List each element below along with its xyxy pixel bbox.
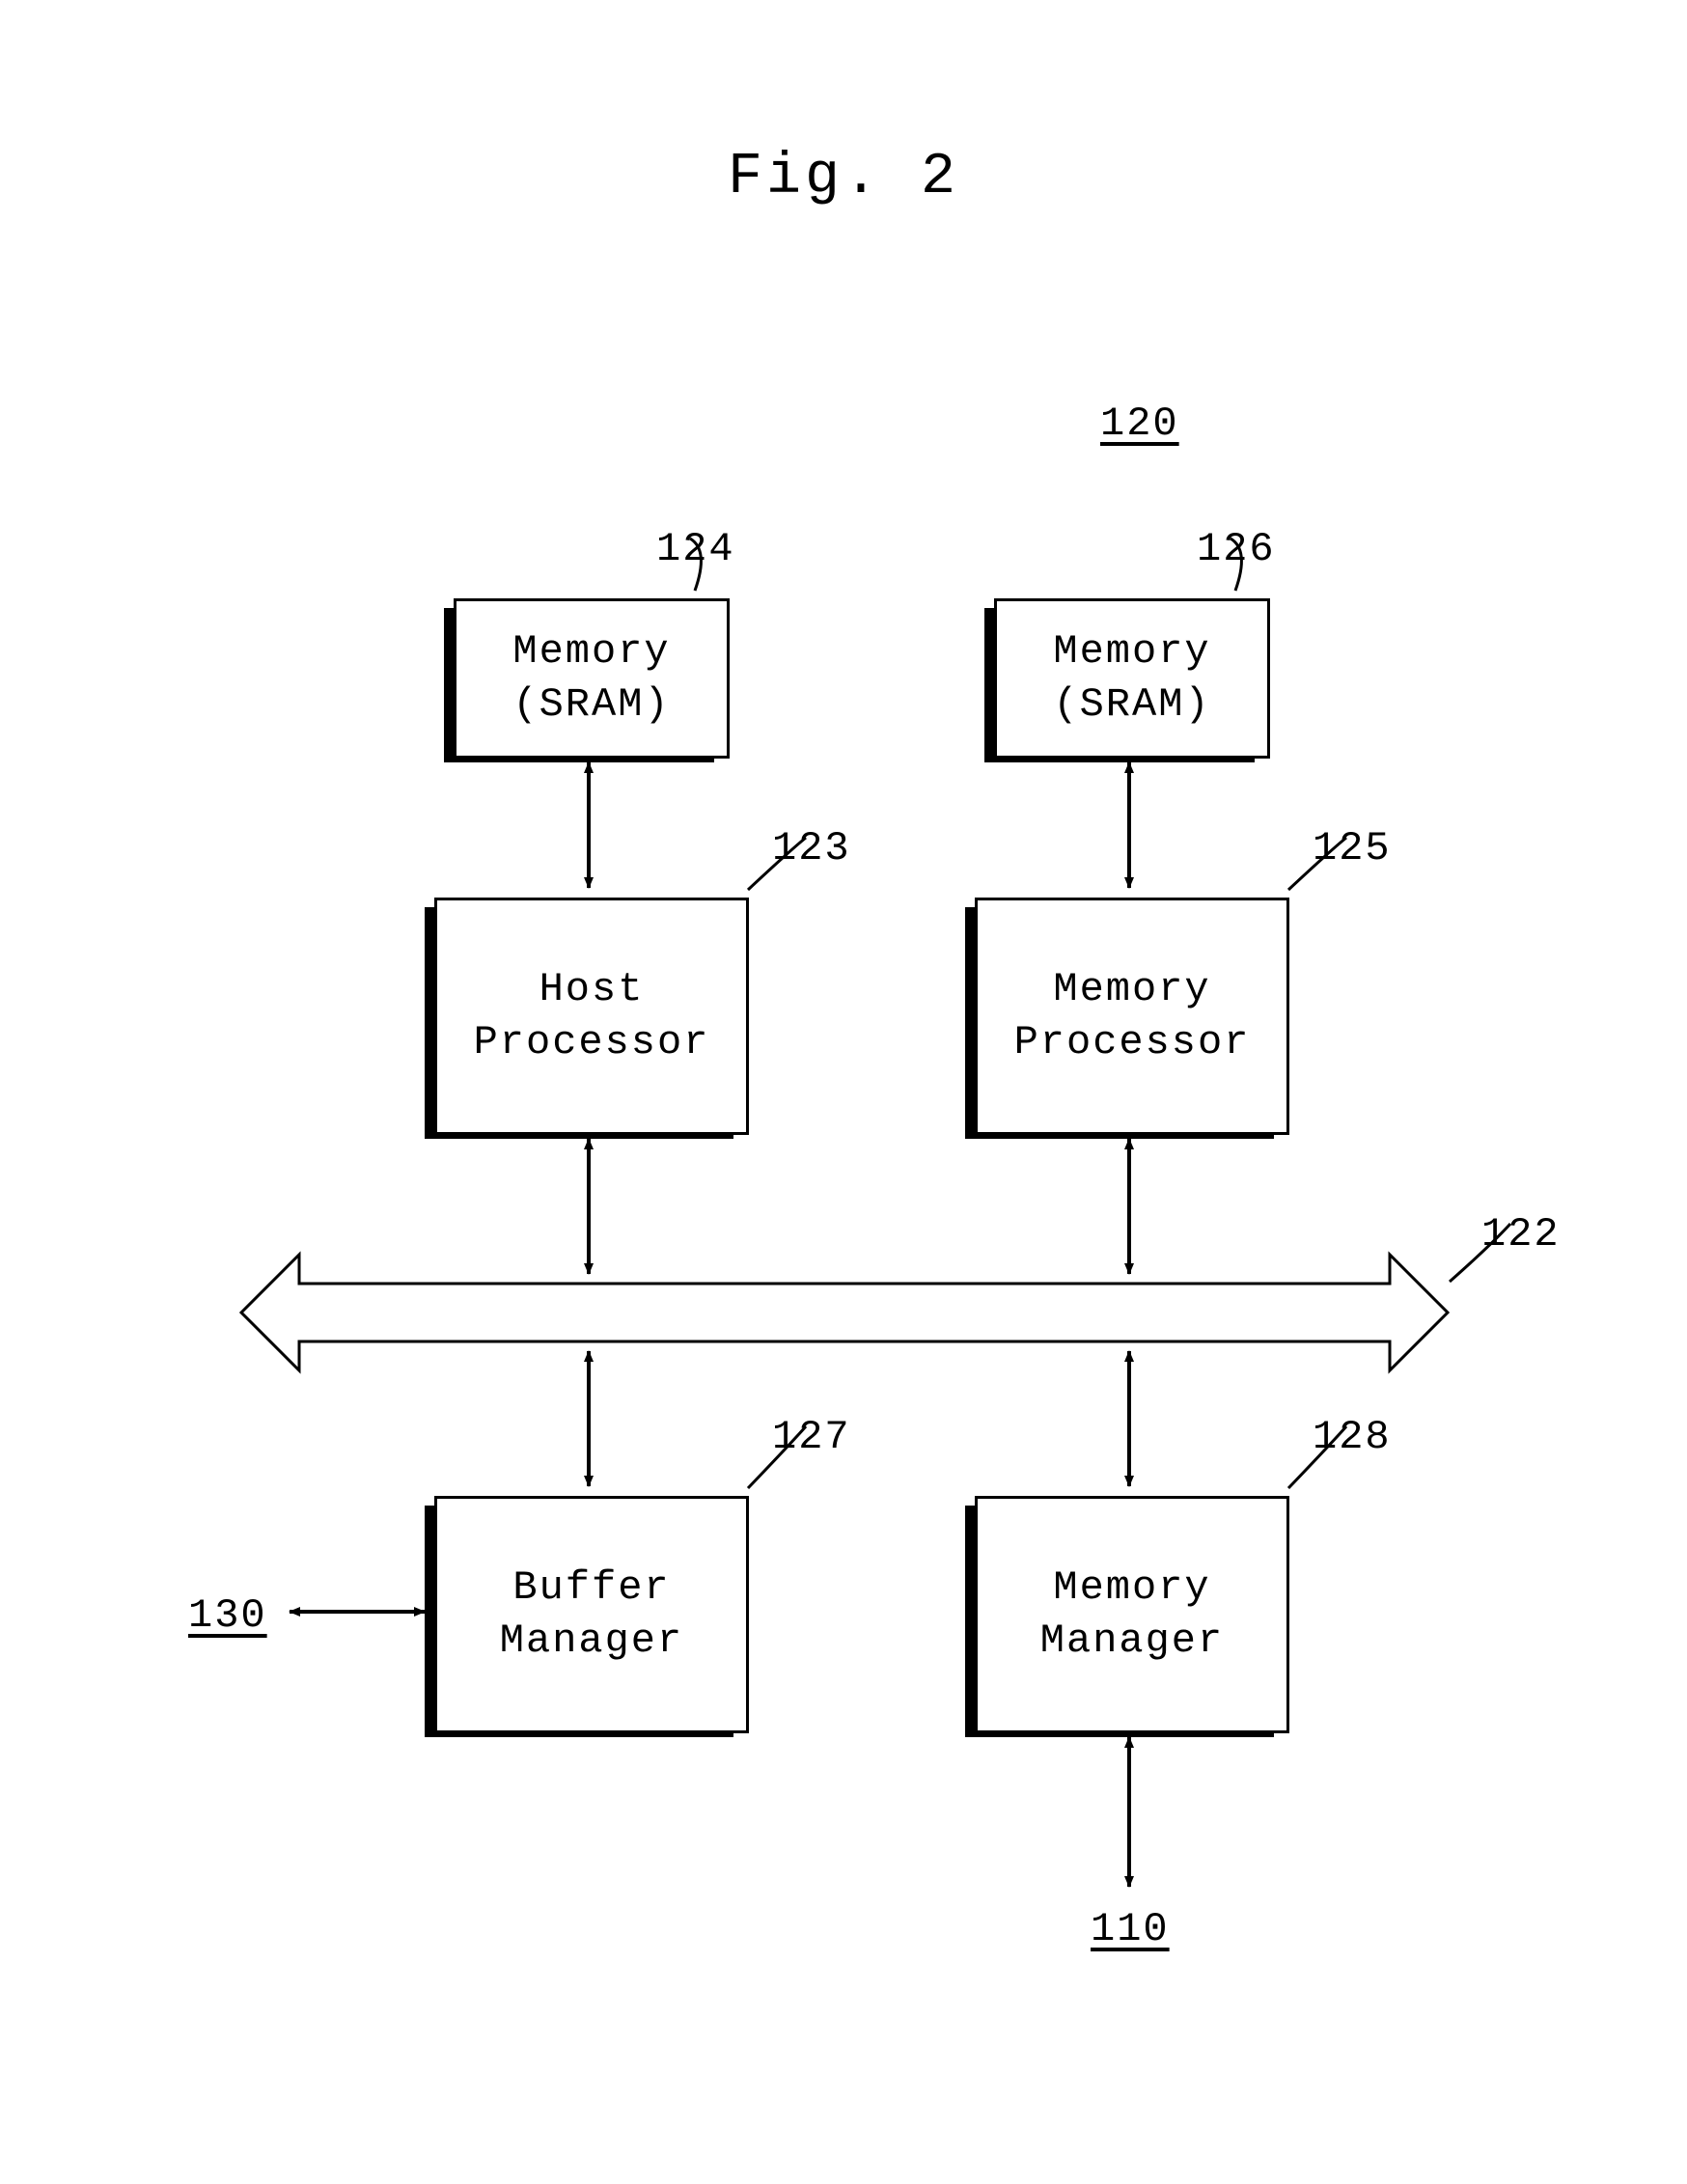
box-127-line1: Buffer [512,1564,670,1611]
ref-128: 128 [1313,1414,1392,1460]
box-memory-126: Memory (SRAM) [994,598,1270,759]
box-128-line2: Manager [1040,1617,1224,1664]
bus-arrow [241,1255,1448,1370]
ref-126: 126 [1197,526,1276,572]
ref-122: 122 [1481,1211,1561,1258]
ref-110: 110 [1091,1906,1170,1952]
box-125-line2: Processor [1014,1019,1251,1065]
ref-127: 127 [772,1414,851,1460]
box-buffer-manager: Buffer Manager [434,1496,749,1733]
box-126-line1: Memory [1053,628,1210,675]
box-memory-manager: Memory Manager [975,1496,1289,1733]
box-memory-124: Memory (SRAM) [454,598,730,759]
ref-130: 130 [188,1592,267,1639]
box-memory-processor: Memory Processor [975,898,1289,1135]
box-126-line2: (SRAM) [1053,681,1210,728]
ref-125: 125 [1313,825,1392,871]
ref-120: 120 [1100,401,1179,447]
diagram-svg-overlay [0,0,1687,2184]
box-123-line2: Processor [474,1019,710,1065]
box-123-line1: Host [539,966,645,1012]
figure-title: Fig. 2 [728,145,959,210]
box-124-line1: Memory [512,628,670,675]
box-128-line1: Memory [1053,1564,1210,1611]
box-host-processor: Host Processor [434,898,749,1135]
box-127-line2: Manager [500,1617,683,1664]
box-124-line2: (SRAM) [512,681,670,728]
box-125-line1: Memory [1053,966,1210,1012]
ref-124: 124 [656,526,735,572]
ref-123: 123 [772,825,851,871]
